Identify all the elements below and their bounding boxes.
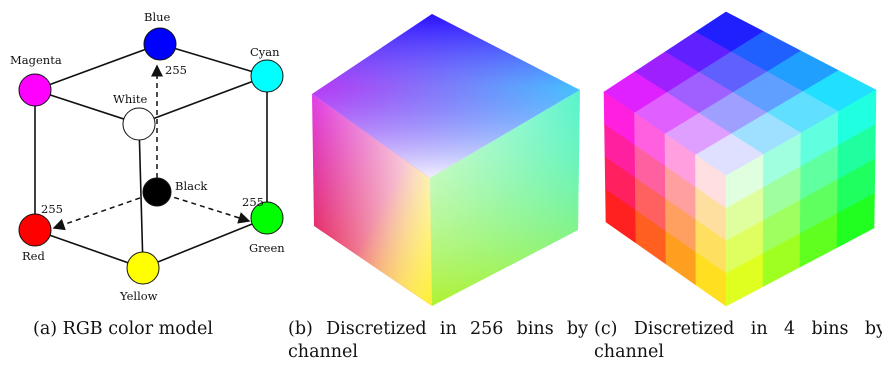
label-cyan: Cyan <box>250 45 280 59</box>
vertex-red <box>18 213 52 247</box>
vertex-blue <box>143 27 177 61</box>
label-magenta: Magenta <box>10 53 62 67</box>
label-255-blue: 255 <box>165 63 187 77</box>
vertex-green <box>250 201 284 235</box>
label-green: Green <box>249 241 285 255</box>
label-255-green: 255 <box>242 195 264 209</box>
caption-c: (c) Discretized in 4 bins by channel <box>594 319 882 362</box>
cube-4-bins <box>596 0 882 310</box>
label-white: White <box>113 92 148 106</box>
caption-b: (b) Discretized in 256 bins by channel <box>288 319 588 362</box>
cube-edges <box>34 43 268 269</box>
rgb-cube-diagram: Blue Cyan Magenta White Black Red Green … <box>0 0 300 310</box>
cube-256-bins <box>302 0 592 310</box>
cube-axes <box>52 64 251 231</box>
rgb-cube-svg: Blue Cyan Magenta White Black Red Green … <box>10 10 285 303</box>
vertex-yellow <box>126 251 160 285</box>
smooth-cube-top-face <box>312 14 580 178</box>
smooth-cube-svg <box>312 14 580 306</box>
binned-left-face <box>603 91 727 307</box>
label-black: Black <box>175 179 208 193</box>
vertex-white <box>122 107 156 141</box>
label-red: Red <box>22 249 45 263</box>
vertex-cyan <box>250 59 284 93</box>
binned-top-face <box>603 11 877 177</box>
binned-right-face <box>725 89 877 307</box>
vertex-magenta <box>18 73 52 107</box>
binned-cube-svg <box>603 11 877 307</box>
label-blue: Blue <box>144 10 171 24</box>
label-255-red: 255 <box>41 202 63 216</box>
label-yellow: Yellow <box>119 289 158 303</box>
binned-right-face-bin <box>836 192 875 249</box>
caption-a: (a) RGB color model <box>33 319 213 339</box>
smooth-cube-right-face <box>430 90 580 306</box>
smooth-cube-left-face <box>312 94 432 306</box>
vertex-black <box>142 177 172 207</box>
